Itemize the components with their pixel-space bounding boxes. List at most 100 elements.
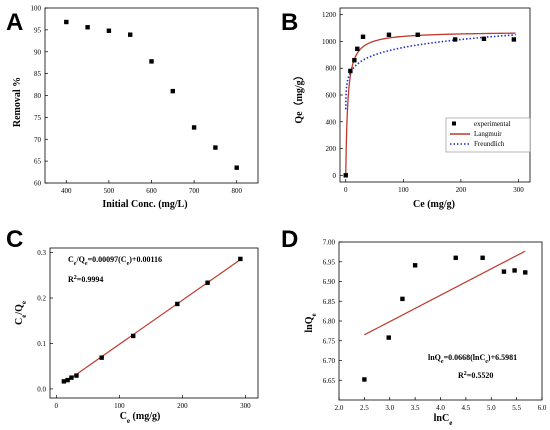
panel-a-x-tick-label: 800 — [231, 187, 242, 195]
panel-a-y-tick-label: 100 — [31, 5, 42, 13]
panel-d-x-tick-label: 5.5 — [512, 404, 521, 412]
panel-c-data-point — [69, 375, 74, 380]
panel-a-y-tick-label: 70 — [34, 136, 42, 144]
legend-marker-experimental — [452, 121, 456, 126]
panel-d-y-tick-label: 6.65 — [323, 377, 336, 385]
panel-a-data-point — [234, 165, 239, 170]
panel-c-y-tick-label: 0.2 — [37, 295, 46, 303]
panel-b-y-tick-label: 400 — [326, 118, 337, 126]
panel-b-y-label: Qe（mg/g） — [292, 70, 305, 123]
panel-d-x-tick-label: 4.0 — [436, 404, 445, 412]
panel-d-data-point — [453, 255, 458, 260]
panel-b-y-tick-label: 200 — [326, 145, 337, 153]
panel-d-x-tick-label: 2.0 — [335, 404, 344, 412]
panel-b-data-point — [348, 68, 353, 74]
panel-b-y-tick-label: 600 — [326, 92, 337, 100]
panel-c-equation: Ce/Qe=0.00097(Ce)+0.00116 — [68, 255, 162, 267]
panel-d-data-point — [523, 270, 528, 275]
panel-b-data-point — [511, 37, 517, 42]
panel-a-y-tick-label: 95 — [34, 26, 42, 34]
panel-c-x-tick-label: 200 — [177, 402, 188, 410]
legend-label-langmuir: Langmuir — [474, 130, 502, 138]
panel-a-y-tick-label: 85 — [34, 70, 42, 78]
panel-c-x-tick-label: 0 — [55, 402, 59, 410]
panel-d-y-tick-label: 6.75 — [323, 337, 336, 345]
panel-a-x-tick-label: 700 — [189, 187, 200, 195]
chart-panel-d: lnQe lnCe lnQe=0.0668(lnCe)+6.5981 R2=0.… — [304, 239, 547, 428]
panel-a-data-point — [128, 32, 133, 37]
panel-a-x-tick-label: 500 — [104, 187, 115, 195]
legend-box — [445, 117, 531, 153]
panel-b-curve-freundlich — [344, 34, 516, 110]
panel-letter-c: C — [6, 226, 23, 253]
panel-a-data-point — [170, 88, 175, 94]
panel-d-y-tick-label: 6.95 — [323, 258, 336, 266]
panel-c-data-point — [74, 373, 79, 378]
panel-b-data-point — [352, 58, 357, 63]
panel-c-r2: R2=0.9994 — [68, 275, 103, 284]
legend-label-experimental: experimental — [474, 120, 511, 128]
panel-a-data-point — [64, 19, 69, 25]
panel-b-y-tick-label: 1200 — [322, 11, 337, 19]
panel-b-x-tick-label: 0 — [344, 186, 348, 194]
panel-a-y-tick-label: 65 — [34, 158, 42, 166]
panel-c-frame — [49, 247, 259, 399]
panel-letter-b: B — [281, 9, 298, 36]
panel-b-data-point — [452, 37, 458, 42]
panel-b-data-point — [343, 173, 348, 178]
chart-panel-b: Qe（mg/g） Ce (mg/g) 0 100 200 300 0 200 400 600 8… — [292, 7, 531, 210]
panel-d-y-tick-label: 6.70 — [323, 357, 336, 365]
panel-a-x-tick-label: 600 — [146, 187, 157, 195]
panel-d-y-tick-label: 6.90 — [323, 278, 336, 286]
panel-b-legend: experimental Langmuir Freundlich — [445, 117, 531, 153]
panel-c-x-tick-label: 300 — [240, 402, 251, 410]
panel-c-data-point — [238, 256, 243, 262]
panel-a-data-point — [85, 25, 90, 30]
panel-a-data-point — [106, 28, 112, 33]
panel-d-fit-line — [364, 250, 526, 336]
panel-d-data-point — [501, 269, 507, 274]
panel-c-data-point — [65, 377, 70, 383]
panel-a-y-tick-label: 90 — [34, 48, 42, 56]
panel-d-equation: lnQe=0.0668(lnCe)+6.5981 — [428, 353, 517, 365]
panel-c-data-point — [99, 355, 104, 360]
panel-a-data-point — [149, 59, 154, 64]
panel-d-x-tick-label: 5.0 — [487, 404, 496, 412]
chart-panel-a: Removal % Initial Conc. (mg/L) 400 500 600… — [12, 5, 259, 210]
panel-d-y-label: lnQe — [304, 313, 318, 332]
panel-a-frame — [44, 7, 259, 184]
panel-b-y-tick-label: 1000 — [322, 38, 337, 46]
panel-d-data-point — [400, 296, 405, 302]
panel-c-y-tick-label: 0.3 — [37, 249, 46, 257]
panel-b-y-tick-label: 0 — [333, 172, 337, 180]
panel-b-x-tick-label: 100 — [398, 186, 409, 194]
panel-a-y-label: Removal % — [12, 77, 23, 127]
panel-c-y-tick-label: 0.0 — [37, 385, 46, 393]
panel-d-frame — [338, 241, 543, 401]
panel-b-data-point — [355, 46, 360, 52]
panel-a-x-tick-label: 400 — [61, 187, 72, 195]
panel-b-x-tick-label: 300 — [513, 186, 524, 194]
panel-letter-a: A — [6, 9, 23, 36]
panel-a-y-tick-label: 80 — [34, 92, 42, 100]
panel-c-data-point — [175, 301, 180, 307]
panel-b-data-point — [360, 34, 366, 39]
panel-d-y-tick-label: 6.85 — [323, 298, 336, 306]
panel-d-data-point — [480, 255, 485, 260]
panel-c-x-tick-label: 100 — [114, 402, 125, 410]
chart-panel-c: Ce/Qe Ce (mg/g) Ce/Qe=0.00097(Ce)+0.0011… — [14, 247, 259, 425]
panel-b-curve-langmuir — [345, 32, 516, 174]
panel-d-y-tick-label: 7.00 — [323, 239, 336, 247]
panel-letter-d: D — [281, 226, 298, 253]
panel-d-x-tick-label: 2.5 — [360, 404, 369, 412]
panel-c-x-label: Ce (mg/g) — [120, 411, 161, 425]
panel-a-y-tick-label: 75 — [34, 114, 42, 122]
panel-d-x-tick-label: 6.0 — [538, 404, 547, 412]
panel-d-data-point — [362, 377, 367, 382]
legend-label-freundlich: Freundlich — [474, 140, 505, 148]
panel-d-x-label: lnCe — [434, 413, 453, 427]
panel-c-fit-line — [63, 259, 241, 384]
panel-d-x-tick-label: 3.5 — [411, 404, 420, 412]
panel-d-data-point — [512, 268, 517, 273]
panel-a-data-point — [191, 125, 197, 130]
